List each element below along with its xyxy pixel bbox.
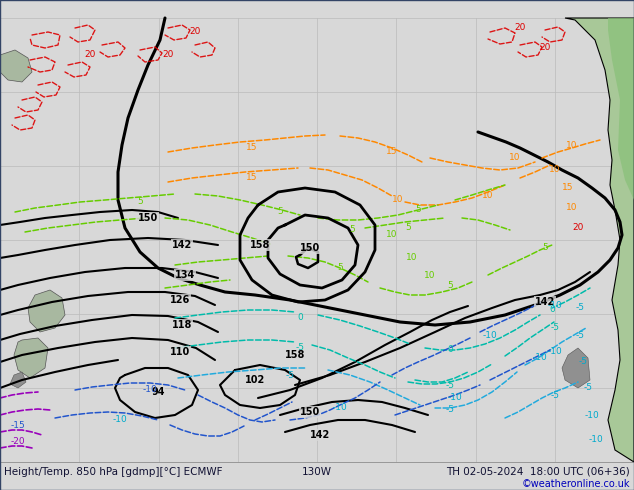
Text: -10: -10: [533, 353, 547, 363]
Text: -10: -10: [585, 411, 599, 419]
Text: 20: 20: [573, 223, 584, 232]
Text: -5: -5: [295, 343, 304, 352]
Text: 5: 5: [337, 264, 343, 272]
Text: 20: 20: [540, 44, 551, 52]
Text: -10: -10: [113, 416, 127, 424]
Text: 15: 15: [386, 147, 398, 156]
Text: 94: 94: [152, 387, 165, 397]
Text: 10: 10: [482, 191, 494, 199]
Text: -10: -10: [333, 403, 347, 413]
Text: 10: 10: [424, 270, 436, 279]
Text: 15: 15: [246, 144, 258, 152]
Text: -5: -5: [576, 303, 585, 313]
Polygon shape: [28, 290, 65, 332]
Text: -5: -5: [550, 323, 559, 333]
Text: 10: 10: [549, 166, 560, 174]
Text: 10: 10: [392, 196, 404, 204]
Text: 5: 5: [447, 280, 453, 290]
Text: 158: 158: [285, 350, 305, 360]
Text: 0: 0: [297, 314, 303, 322]
Polygon shape: [608, 18, 634, 200]
Text: 5: 5: [542, 244, 548, 252]
Text: 5: 5: [277, 207, 283, 217]
Text: 134: 134: [175, 270, 195, 280]
Text: -5: -5: [285, 370, 295, 379]
Text: 20: 20: [514, 24, 526, 32]
Text: -10: -10: [588, 436, 604, 444]
Text: -10: -10: [548, 347, 562, 357]
Text: 20: 20: [162, 50, 174, 59]
Text: 20: 20: [190, 27, 201, 36]
Text: Height/Temp. 850 hPa [gdmp][°C] ECMWF: Height/Temp. 850 hPa [gdmp][°C] ECMWF: [4, 467, 223, 477]
Text: -10: -10: [548, 300, 562, 310]
Text: 20: 20: [84, 50, 96, 59]
Polygon shape: [565, 18, 634, 462]
Text: -10: -10: [482, 330, 498, 340]
Text: -5: -5: [576, 330, 585, 340]
Text: 5: 5: [405, 223, 411, 232]
Text: -10: -10: [143, 386, 157, 394]
Text: -5: -5: [578, 358, 588, 367]
Text: 118: 118: [172, 320, 192, 330]
Text: 142: 142: [310, 430, 330, 440]
Text: 15: 15: [246, 173, 258, 182]
Text: 0: 0: [549, 305, 555, 315]
Text: -15: -15: [11, 420, 25, 430]
Text: 10: 10: [386, 230, 398, 240]
Text: 150: 150: [138, 213, 158, 223]
Text: 130W: 130W: [302, 467, 332, 477]
Text: ©weatheronline.co.uk: ©weatheronline.co.uk: [522, 479, 630, 489]
Text: 142: 142: [172, 240, 192, 250]
Text: 10: 10: [566, 203, 578, 213]
Text: 158: 158: [250, 240, 270, 250]
Text: 10: 10: [509, 153, 521, 163]
Text: -5: -5: [550, 391, 559, 399]
Text: 126: 126: [170, 295, 190, 305]
Polygon shape: [0, 50, 32, 82]
Text: -20: -20: [11, 438, 25, 446]
Text: -5: -5: [583, 384, 593, 392]
Text: 10: 10: [566, 141, 578, 149]
Text: 15: 15: [562, 183, 574, 193]
Text: 102: 102: [245, 375, 265, 385]
Text: TH 02-05-2024  18:00 UTC (06+36): TH 02-05-2024 18:00 UTC (06+36): [446, 467, 630, 477]
Text: 110: 110: [170, 347, 190, 357]
Text: 5: 5: [415, 205, 421, 215]
Text: -5: -5: [446, 406, 455, 415]
Text: 142: 142: [535, 297, 555, 307]
Text: 5: 5: [137, 197, 143, 206]
Text: 5: 5: [349, 225, 355, 235]
Text: -10: -10: [448, 393, 462, 402]
Text: 10: 10: [406, 253, 418, 263]
Text: 150: 150: [300, 407, 320, 417]
Polygon shape: [10, 372, 26, 388]
Text: -5: -5: [446, 381, 455, 390]
Polygon shape: [562, 348, 590, 388]
Polygon shape: [14, 338, 48, 378]
Text: 150: 150: [300, 243, 320, 253]
Text: 0: 0: [447, 345, 453, 354]
